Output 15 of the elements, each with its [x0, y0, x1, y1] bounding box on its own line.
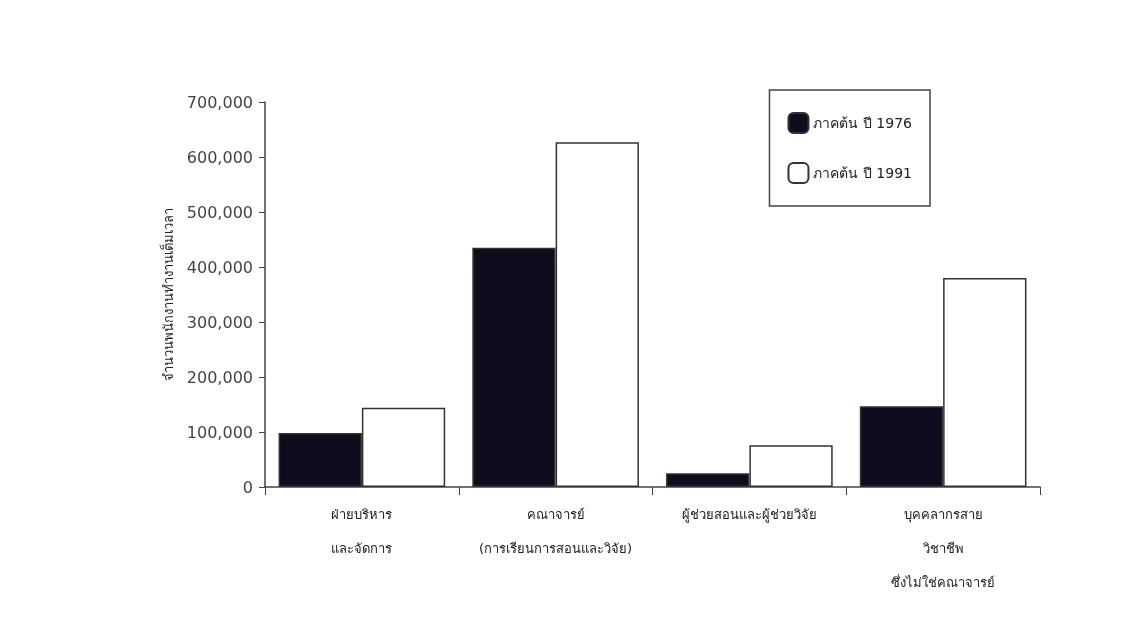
y-tick-label: 300,000 — [186, 312, 253, 332]
y-tick-label: 0 — [242, 477, 253, 497]
y-axis-title: จำนวนพนักงานทำงานเต็มเวลา — [159, 208, 176, 381]
legend-label: ภาคต้น ปี 1991 — [813, 165, 912, 181]
category-label: ฝ่ายบริหาร และจัดการ — [331, 506, 393, 556]
y-tick-label: 100,000 — [186, 422, 253, 442]
category-label: บุคคลากรสาย วิชาชีพ ซึ่งไม่ใช่คณาจารย์ — [891, 506, 996, 590]
x-tick-label: ผู้ช่วยสอนและผู้ช่วยวิจัย — [681, 506, 817, 523]
category-label: คณาจารย์ (การเรียนการสอนและวิจัย) — [479, 506, 633, 556]
y-tick-label: 700,000 — [186, 92, 253, 112]
y-tick-label: 200,000 — [186, 367, 253, 387]
y-tick-label: 500,000 — [186, 202, 253, 222]
y-tick-label: 400,000 — [186, 257, 253, 277]
legend-label: ภาคต้น ปี 1976 — [813, 115, 913, 131]
y-tick-label: 600,000 — [186, 147, 253, 167]
